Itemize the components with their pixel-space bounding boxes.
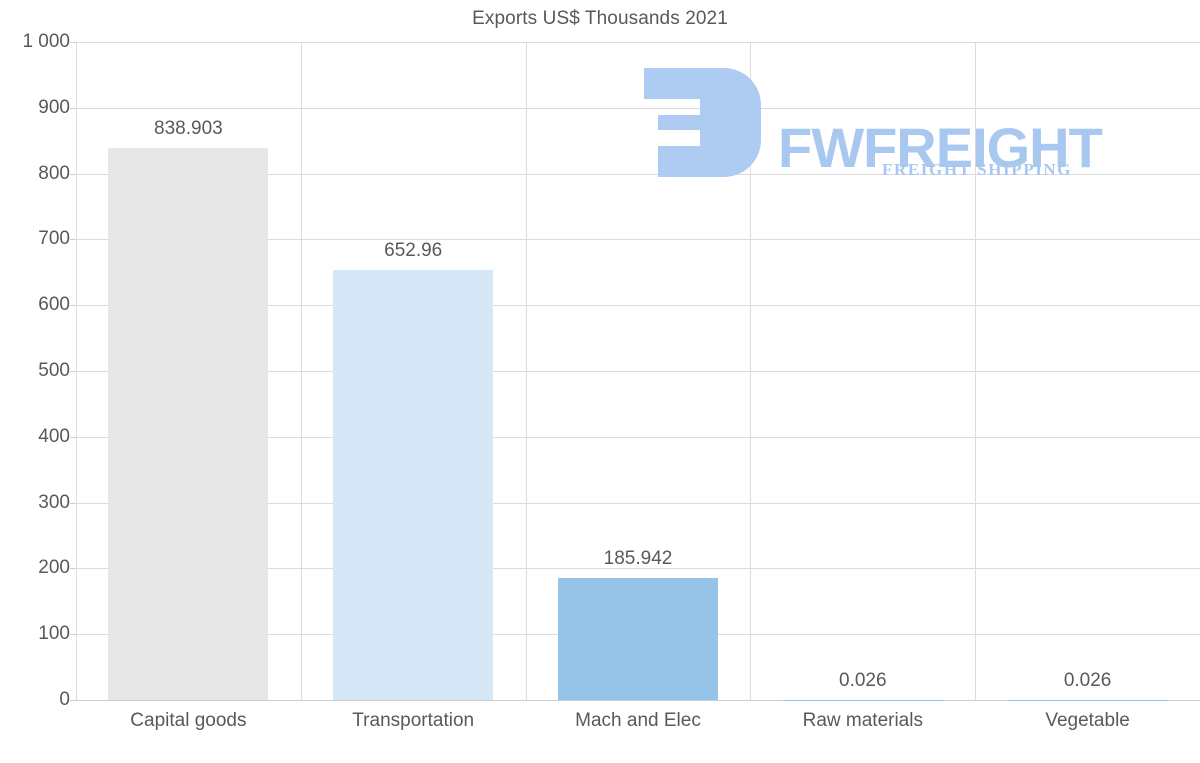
y-axis-tick-mark (70, 107, 76, 109)
y-axis-tick-mark (70, 634, 76, 636)
y-axis-tick-mark (70, 502, 76, 504)
x-axis-tick-label: Capital goods (130, 710, 247, 731)
bar[interactable] (333, 270, 494, 700)
y-axis-tick-mark (70, 239, 76, 241)
y-axis-tick-label: 0 (59, 689, 70, 710)
y-axis-tick-label: 600 (38, 294, 70, 316)
x-axis-tick-label: Transportation (352, 710, 475, 731)
gridline-horizontal (76, 371, 1200, 372)
y-axis-tick-label: 300 (38, 491, 70, 513)
gridline-horizontal (76, 502, 1200, 504)
gridline-horizontal (76, 436, 1200, 438)
x-axis: Capital goods Transportation Mach and Elec… (76, 706, 1200, 746)
x-axis-tick-label: Mach and Elec (575, 710, 701, 731)
y-axis-tick-mark (70, 42, 76, 43)
x-axis-tick-label: Raw materials (802, 710, 923, 731)
bar[interactable] (108, 148, 269, 700)
bar-value-label: 652.96 (384, 240, 443, 262)
y-axis-spine (76, 42, 77, 700)
gridline-vertical (301, 42, 302, 700)
y-axis-tick-label: 800 (38, 162, 70, 184)
gridline-horizontal (76, 239, 1200, 241)
bar[interactable] (558, 577, 718, 700)
bar-value-label: 838.903 (154, 118, 223, 140)
gridline-vertical (750, 42, 751, 700)
bar-value-label: 0.026 (839, 669, 887, 691)
bar-value-label: 0.026 (1063, 669, 1112, 691)
gridline-vertical (975, 42, 976, 700)
y-axis: 0 100 200 300 400 500 600 700 800 900 1 000 (0, 31, 76, 710)
y-axis-tick-label: 700 (38, 228, 70, 250)
y-axis-tick-mark (70, 436, 76, 438)
gridline-horizontal (76, 305, 1200, 307)
y-axis-tick-mark (70, 305, 76, 307)
gridline-horizontal (76, 700, 1200, 701)
x-axis-tick-label: Vegetable (1045, 710, 1130, 731)
y-axis-tick-mark (70, 173, 76, 175)
y-axis-tick-label: 1 000 (22, 31, 70, 52)
gridline-horizontal (76, 568, 1200, 570)
gridline-horizontal (76, 107, 1200, 109)
y-axis-tick-label: 900 (38, 96, 70, 118)
bar-value-label: 185.942 (603, 547, 673, 569)
y-axis-tick-label: 500 (38, 360, 70, 381)
y-axis-tick-mark (70, 371, 76, 372)
gridline-vertical (526, 42, 527, 700)
y-axis-tick-label: 200 (38, 557, 70, 579)
gridline-horizontal (76, 173, 1200, 175)
bars-layer: 838.903 652.96 185.942 0.026 0.026 (76, 42, 1200, 700)
y-axis-tick-label: 100 (38, 623, 70, 645)
chart-title: Exports US$ Thousands 2021 (472, 8, 728, 29)
y-axis-tick-label: 400 (38, 425, 70, 447)
y-axis-tick-mark (70, 568, 76, 570)
y-axis-tick-mark (70, 700, 76, 701)
gridline-horizontal (76, 42, 1200, 43)
